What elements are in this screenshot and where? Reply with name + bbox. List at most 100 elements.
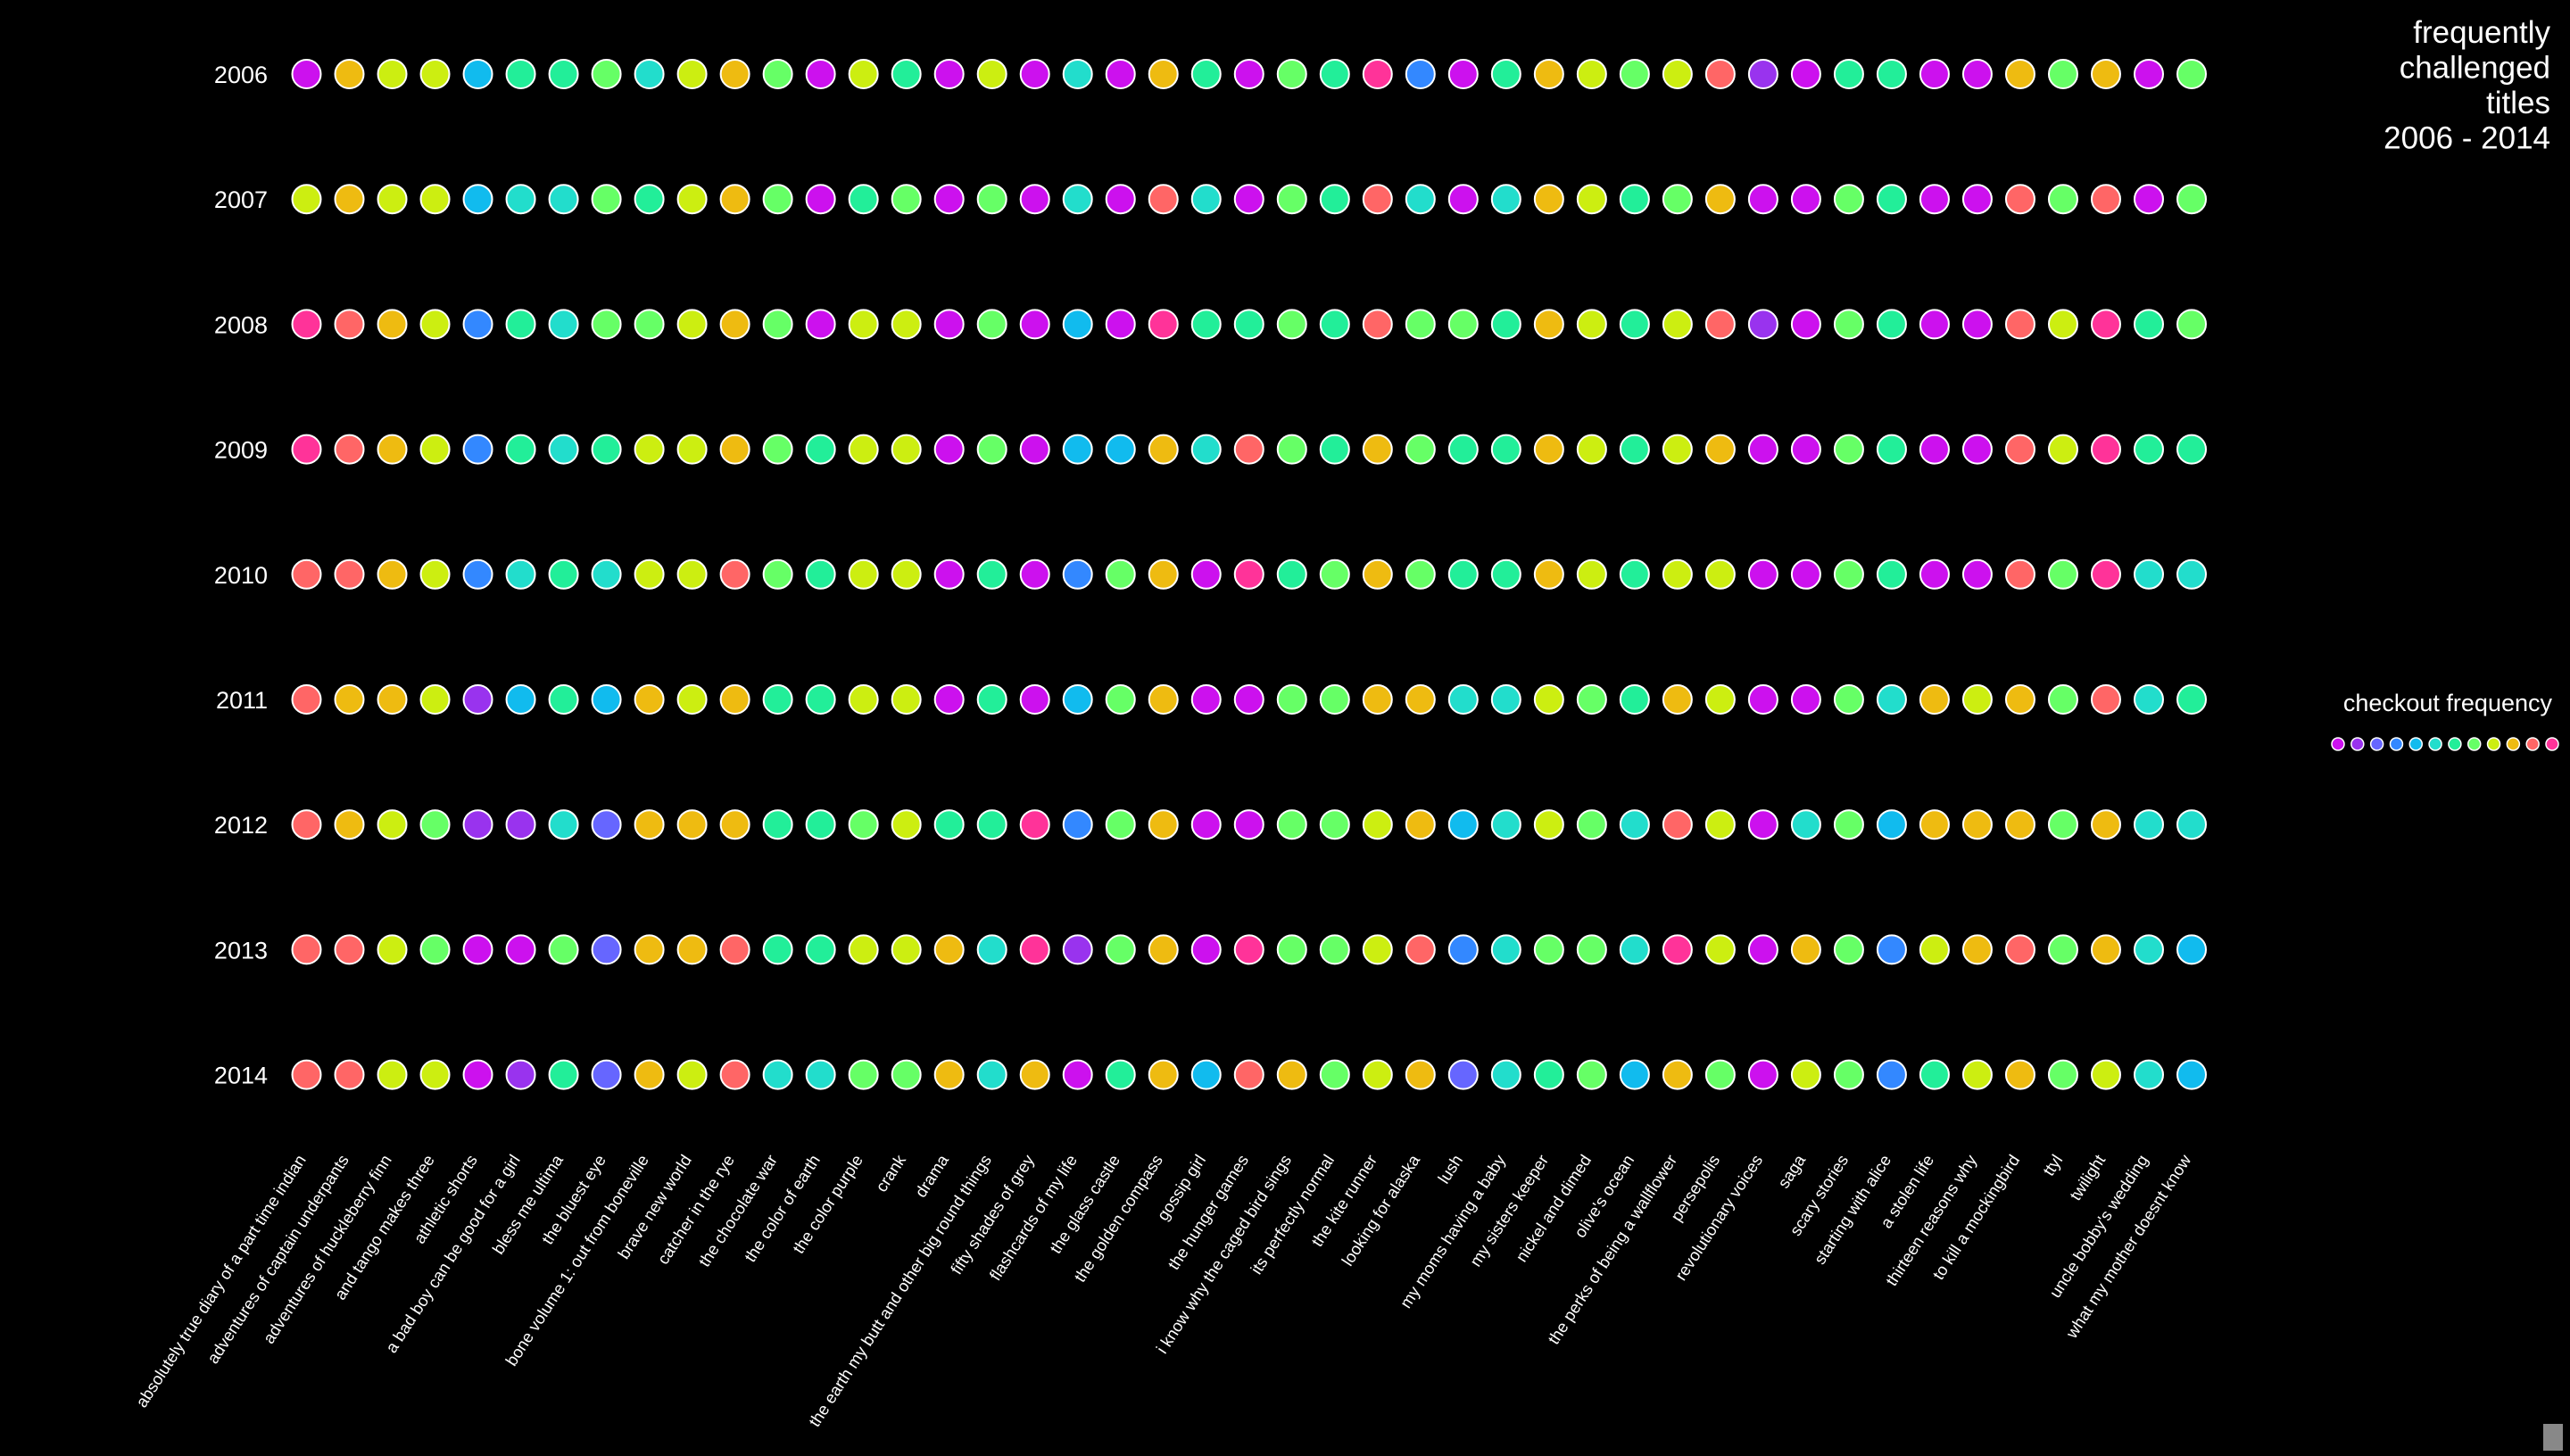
legend-swatch [2369, 737, 2384, 751]
dot [291, 309, 322, 340]
dot [291, 59, 322, 89]
dot [2090, 59, 2121, 89]
dot [1747, 59, 1778, 89]
dot [676, 934, 708, 965]
row-label: 2006 [214, 62, 268, 88]
dot [2176, 309, 2207, 340]
dot [1233, 59, 1264, 89]
dot [933, 934, 965, 965]
dot [1319, 434, 1350, 465]
dot [2004, 684, 2035, 715]
dot [1619, 184, 1650, 215]
dot [2047, 809, 2078, 840]
dot [548, 309, 579, 340]
dot [2090, 684, 2121, 715]
dot [805, 558, 836, 590]
dot [1876, 1059, 1907, 1090]
dot [2004, 558, 2035, 590]
dot [1747, 434, 1778, 465]
dot [1490, 59, 1521, 89]
dot [2047, 184, 2078, 215]
dot [891, 309, 922, 340]
row-label: 2009 [214, 437, 268, 464]
legend-swatch [2466, 737, 2482, 751]
dot [1704, 434, 1736, 465]
dot [591, 184, 622, 215]
dot [1405, 684, 1436, 715]
dot [1062, 809, 1093, 840]
dot [419, 184, 451, 215]
dot [505, 809, 536, 840]
dot [1833, 558, 1864, 590]
dot [505, 434, 536, 465]
dot [1405, 309, 1436, 340]
dot [1919, 184, 1950, 215]
dot [2047, 309, 2078, 340]
dot [1447, 684, 1479, 715]
dot [1533, 184, 1564, 215]
dot [1062, 434, 1093, 465]
dot [676, 1059, 708, 1090]
dot [1961, 434, 1993, 465]
dot [805, 434, 836, 465]
dot [805, 1059, 836, 1090]
dot [1490, 934, 1521, 965]
dot [719, 434, 750, 465]
dot [976, 434, 1007, 465]
dot [805, 684, 836, 715]
dot [1833, 809, 1864, 840]
dot [1062, 684, 1093, 715]
dot [1362, 934, 1393, 965]
dot [1233, 684, 1264, 715]
dot [1961, 59, 1993, 89]
dot [2047, 1059, 2078, 1090]
dot [291, 934, 322, 965]
dot [1190, 1059, 1222, 1090]
dot [1576, 558, 1607, 590]
dot [1062, 558, 1093, 590]
dot [1662, 309, 1693, 340]
dot [2133, 684, 2164, 715]
dot [933, 558, 965, 590]
dot [762, 809, 793, 840]
chart-title-line: challenged [2400, 51, 2550, 86]
dot [1619, 809, 1650, 840]
dot [1276, 558, 1307, 590]
dot [548, 809, 579, 840]
dot [933, 1059, 965, 1090]
dot [1276, 309, 1307, 340]
dot [1190, 934, 1222, 965]
dot [1833, 59, 1864, 89]
dot [2004, 434, 2035, 465]
dot [848, 59, 879, 89]
dot [505, 309, 536, 340]
dot [1105, 59, 1136, 89]
dot [2176, 434, 2207, 465]
dot [1790, 684, 1821, 715]
dot [1233, 309, 1264, 340]
dot [1276, 684, 1307, 715]
dot [933, 184, 965, 215]
dot [1576, 934, 1607, 965]
dot [1362, 684, 1393, 715]
dot [334, 1059, 365, 1090]
dot [1619, 934, 1650, 965]
dot [591, 684, 622, 715]
dot [848, 684, 879, 715]
dot [1362, 59, 1393, 89]
dot [591, 309, 622, 340]
dot [1447, 309, 1479, 340]
dot [1704, 1059, 1736, 1090]
dot [1876, 59, 1907, 89]
dot [762, 59, 793, 89]
dot [2047, 434, 2078, 465]
dot [1105, 1059, 1136, 1090]
dot [1105, 684, 1136, 715]
dot [719, 684, 750, 715]
dot [762, 309, 793, 340]
dot [1747, 809, 1778, 840]
dot [891, 1059, 922, 1090]
dot [1405, 558, 1436, 590]
